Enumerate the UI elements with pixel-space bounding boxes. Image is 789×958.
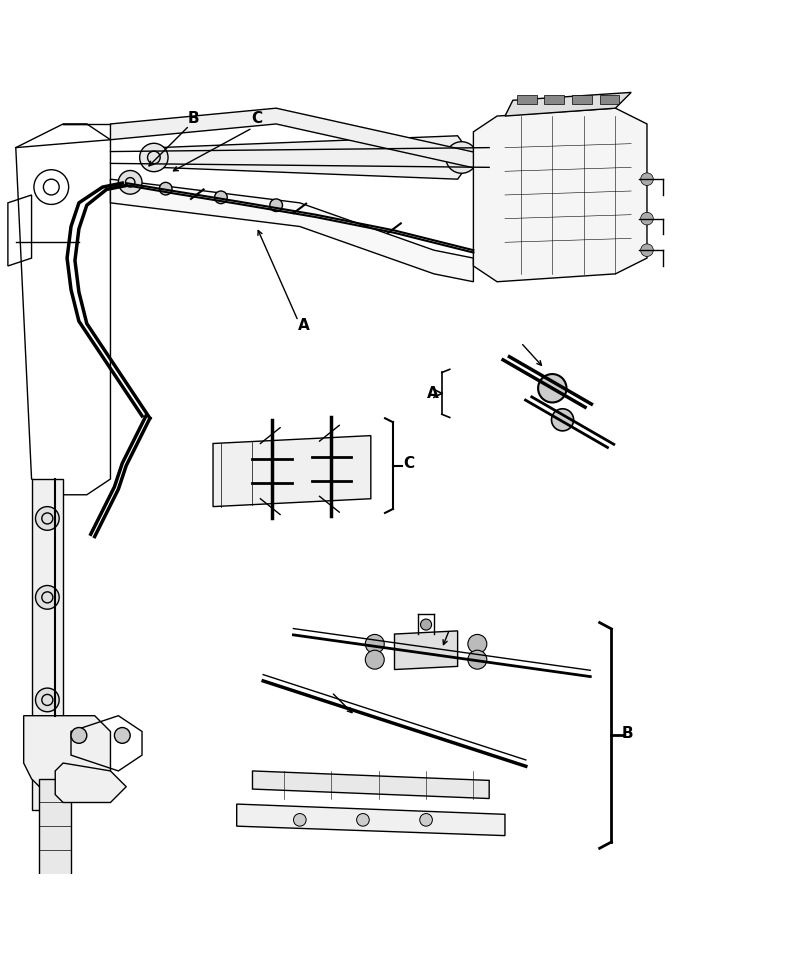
Polygon shape: [110, 108, 489, 171]
Circle shape: [365, 634, 384, 653]
Polygon shape: [39, 779, 71, 889]
Circle shape: [36, 507, 59, 531]
Text: C: C: [403, 456, 414, 470]
Circle shape: [641, 244, 653, 257]
Polygon shape: [252, 771, 489, 799]
Polygon shape: [158, 136, 473, 179]
Polygon shape: [32, 479, 63, 810]
Circle shape: [118, 171, 142, 194]
Text: B: B: [188, 111, 199, 125]
Bar: [517, 95, 537, 104]
Circle shape: [159, 182, 172, 195]
Bar: [544, 95, 564, 104]
Bar: [43, 885, 67, 913]
Circle shape: [140, 144, 168, 171]
Circle shape: [641, 172, 653, 186]
Circle shape: [294, 813, 306, 826]
Circle shape: [421, 619, 432, 630]
Circle shape: [114, 727, 130, 743]
Polygon shape: [110, 179, 473, 282]
Circle shape: [552, 409, 574, 431]
Polygon shape: [237, 804, 505, 835]
Circle shape: [468, 634, 487, 653]
Polygon shape: [394, 631, 458, 670]
Circle shape: [357, 813, 369, 826]
Circle shape: [71, 727, 87, 743]
Text: C: C: [251, 111, 262, 125]
Polygon shape: [24, 716, 110, 794]
Polygon shape: [473, 108, 647, 282]
Circle shape: [36, 585, 59, 609]
Circle shape: [538, 374, 567, 402]
Circle shape: [270, 199, 282, 212]
Bar: [600, 95, 619, 104]
Bar: [572, 95, 592, 104]
Text: A: A: [298, 318, 309, 332]
Polygon shape: [505, 92, 631, 116]
Circle shape: [468, 650, 487, 669]
Circle shape: [215, 191, 227, 204]
Circle shape: [446, 142, 477, 173]
Circle shape: [36, 688, 59, 712]
Circle shape: [420, 813, 432, 826]
Circle shape: [641, 213, 653, 225]
Text: A: A: [427, 386, 438, 401]
Text: B: B: [622, 725, 633, 741]
Circle shape: [365, 650, 384, 669]
Polygon shape: [55, 763, 126, 803]
Polygon shape: [213, 436, 371, 507]
